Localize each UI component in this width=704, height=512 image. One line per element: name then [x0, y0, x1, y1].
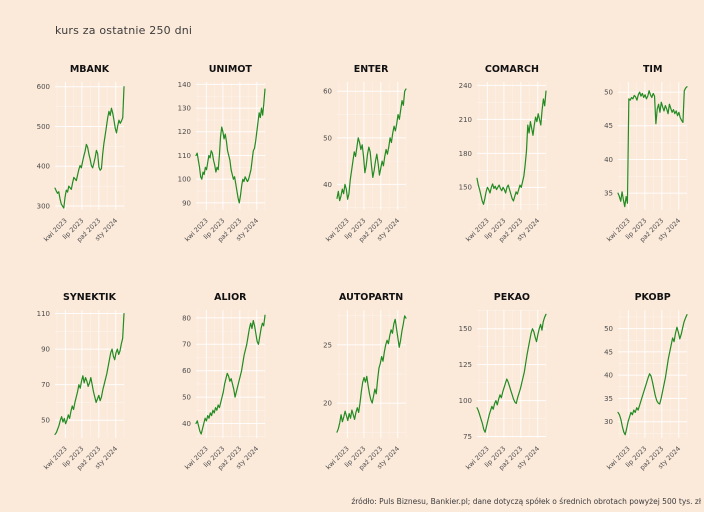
price-line — [335, 88, 407, 202]
price-line — [476, 90, 547, 205]
y-tick-label: 50 — [604, 89, 613, 97]
y-tick-label: 50 — [604, 325, 613, 333]
facet-mbank: MBANK 300 400 500 600 kwi 2023 lip 2023 paź 202… — [0, 64, 141, 244]
y-tick-label: 45 — [604, 122, 613, 130]
facet-comarch: COMARCH 150 180 210 240 kwi 2023 lip 2023 paź 2… — [422, 64, 563, 244]
facet-tim: TIM 35 40 45 50 kwi 2023 lip 2023 paź 2023 sty 2… — [563, 64, 704, 244]
y-tick-label: 50 — [182, 393, 191, 401]
facet-pekao: PEKAO 75 100 125 150 kwi 2023 lip 2023 paź 2023… — [422, 292, 563, 472]
y-tick-label: 100 — [177, 176, 190, 184]
facet-title: AUTOPARTN — [339, 292, 404, 303]
y-tick-label: 40 — [182, 420, 191, 428]
facet-title: COMARCH — [484, 64, 539, 75]
y-tick-label: 90 — [41, 346, 50, 354]
y-tick-label: 60 — [182, 367, 191, 375]
price-line — [54, 86, 125, 209]
y-tick-label: 130 — [177, 104, 190, 112]
y-tick-label: 300 — [37, 202, 50, 210]
facet-alior: ALIOR 40 50 60 70 80 kwi 2023 lip 2023 paź 2023 s… — [141, 292, 282, 472]
source-note: źródło: Puls Biznesu, Bankier.pl; dane d… — [351, 497, 701, 506]
y-tick-label: 150 — [459, 325, 472, 333]
y-tick-label: 70 — [182, 341, 191, 349]
y-tick-label: 30 — [604, 418, 613, 426]
facet-title: SYNEKTIK — [63, 292, 116, 303]
facet-pkobp: PKOBP 30 35 40 45 50 kwi 2023 lip 2023 paź 2023 s… — [563, 292, 704, 472]
y-tick-label: 20 — [323, 399, 332, 407]
y-tick-label: 80 — [182, 314, 191, 322]
y-tick-label: 25 — [323, 341, 332, 349]
price-line — [335, 315, 407, 433]
y-tick-label: 500 — [37, 123, 50, 131]
price-line — [195, 314, 266, 435]
y-tick-label: 90 — [182, 199, 191, 207]
price-line — [54, 312, 125, 436]
facet-title: PEKAO — [493, 292, 531, 303]
y-tick-label: 240 — [459, 82, 472, 90]
facet-unimot: UNIMOT 90 100 110 120 130 140 kwi 2023 lip 2023 p… — [141, 64, 282, 244]
price-line — [617, 314, 688, 436]
facet-enter: ENTER 40 50 60 kwi 2023 lip 2023 paź 2023 sty 2… — [282, 64, 423, 244]
facet-autopartn: AUTOPARTN 20 25 kwi 2023 lip 2023 paź 2023 sty… — [282, 292, 423, 472]
y-tick-label: 210 — [459, 116, 472, 124]
y-tick-label: 70 — [41, 381, 50, 389]
facet-synektik: SYNEKTIK 50 70 90 110 kwi 2023 lip 2023 paź 202… — [0, 292, 141, 472]
y-tick-label: 35 — [604, 190, 613, 198]
y-tick-label: 75 — [463, 433, 472, 441]
y-tick-label: 50 — [41, 417, 50, 425]
y-tick-label: 180 — [459, 150, 472, 158]
y-tick-label: 150 — [459, 184, 472, 192]
y-tick-label: 100 — [459, 397, 472, 405]
facet-title: ENTER — [353, 64, 389, 75]
y-tick-label: 60 — [323, 88, 332, 96]
price-line — [476, 313, 547, 433]
facet-title: PKOBP — [634, 292, 671, 303]
y-tick-label: 40 — [604, 372, 613, 380]
facet-title: ALIOR — [214, 292, 247, 303]
facet-title: UNIMOT — [208, 64, 252, 75]
facet-title: TIM — [642, 64, 663, 75]
y-tick-label: 125 — [459, 361, 472, 369]
y-tick-label: 110 — [177, 152, 190, 160]
facet-grid: MBANK 300 400 500 600 kwi 2023 lip 2023 paź 202… — [0, 64, 704, 472]
y-tick-label: 35 — [604, 395, 613, 403]
y-tick-label: 40 — [604, 156, 613, 164]
y-tick-label: 40 — [323, 181, 332, 189]
y-tick-label: 45 — [604, 348, 613, 356]
y-tick-label: 600 — [37, 83, 50, 91]
facet-title: MBANK — [69, 64, 110, 75]
price-line — [617, 86, 688, 208]
y-tick-label: 120 — [177, 128, 190, 136]
y-tick-label: 140 — [177, 81, 190, 89]
y-tick-label: 110 — [37, 310, 50, 318]
y-tick-label: 400 — [37, 163, 50, 171]
price-line — [195, 88, 266, 204]
y-tick-label: 50 — [323, 134, 332, 142]
page-title: kurs za ostatnie 250 dni — [55, 24, 193, 37]
